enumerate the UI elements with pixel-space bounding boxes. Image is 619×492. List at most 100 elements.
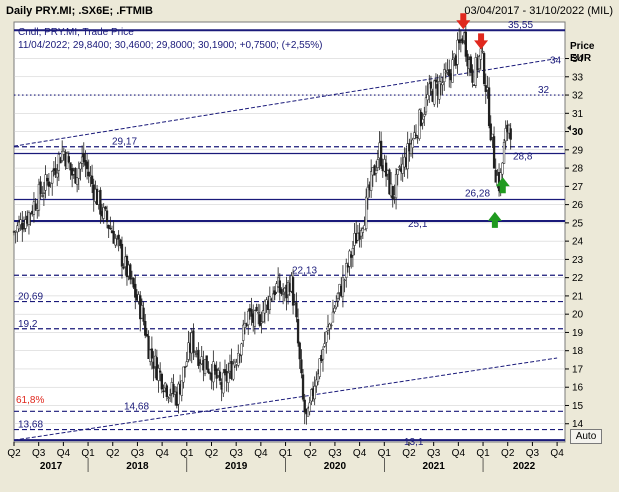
candle-body [398,166,401,168]
candle-body [79,162,82,170]
candle-body [39,181,42,195]
candle-body [114,238,117,246]
candle-body [213,365,217,371]
candle-body [29,213,32,215]
candle-body [162,390,165,392]
candle-body [263,301,266,314]
candle-body [147,335,150,359]
x-year-label: 2017 [40,461,63,472]
candle-body [212,361,215,383]
candle-body [160,373,163,390]
candle-body [365,196,368,230]
candle-body [74,168,77,184]
candle-body [85,161,89,170]
y-tick-label: 25 [572,218,584,229]
candle-body [54,168,57,175]
level-label: 19,2 [18,319,38,330]
candle-body [474,57,477,86]
candle-body [424,97,428,113]
candle-body [502,142,506,164]
x-tick-label: Q2 [7,448,21,459]
auto-scale-button[interactable]: Auto [570,429,602,444]
legend-line-2: 11/04/2022; 29,8400; 30,4600; 29,8000; 3… [18,40,323,51]
candle-body [257,312,260,314]
candle-body [441,82,444,86]
candle-body [117,234,120,240]
candle-body [130,277,134,279]
candle-body [306,407,310,417]
candle-body [479,48,482,60]
trendline [13,58,558,147]
y-tick-label: 26 [572,200,584,211]
y-tick-label: 33 [572,72,584,83]
y-tick-label: 15 [572,401,584,412]
candle-body [271,293,275,302]
candle-body [509,128,512,140]
level-label: 13,68 [18,420,43,431]
candle-body [61,150,64,161]
candle-body [482,53,486,85]
level-label: 29,17 [112,137,137,148]
candle-body [169,394,172,396]
candle-body [242,324,245,341]
candle-body [17,221,21,230]
candle-body [42,192,46,194]
candle-body [296,319,300,344]
candle-body [247,310,250,326]
candle-body [323,343,326,347]
candle-body [348,250,351,267]
candle-body [328,323,331,329]
level-label: 13,1 [404,437,424,448]
candle-body [67,156,70,163]
y-tick-label: 24 [572,237,584,248]
candle-body [22,228,26,231]
candle-body [350,254,353,258]
candle-body [56,172,59,178]
candle-body [250,309,253,317]
x-tick-label: Q3 [230,448,244,459]
candle-body [77,168,80,179]
candle-body [183,366,187,368]
candle-body [421,119,424,124]
candle-body [406,143,409,170]
x-tick-label: Q4 [550,448,564,459]
candle-body [87,171,90,177]
x-year-label: 2019 [225,461,248,472]
candle-body [433,80,436,105]
candle-body [104,206,107,210]
candle-body [336,293,340,299]
candle-body [428,83,431,97]
candle-body [434,79,438,83]
candle-body [144,320,147,336]
candle-body [360,230,363,237]
candle-body [102,207,105,219]
x-tick-label: Q3 [131,448,145,459]
candle-body [34,203,37,211]
candle-body [222,372,225,394]
candle-body [471,69,474,83]
candle-body [330,324,333,327]
x-tick-label: Q2 [402,448,416,459]
candle-body [44,174,47,191]
candle-body [24,219,27,229]
candle-body [409,143,413,154]
candle-body [414,134,418,137]
level-label: 26,28 [465,188,490,199]
candle-body [308,402,311,412]
candle-body [458,39,461,44]
candle-body [504,128,507,142]
candle-body [396,169,399,175]
candle-body [253,310,257,327]
candle-body [345,263,348,278]
candle-body [391,185,394,200]
legend-line-1: Cndl; PRY.MI; Trade Price [18,27,134,38]
candle-body [295,302,298,318]
candle-body [159,370,162,373]
candle-body [487,87,491,126]
x-tick-label: Q1 [476,448,490,459]
candle-body [429,81,433,89]
x-tick-label: Q3 [427,448,441,459]
candle-body [401,163,404,174]
